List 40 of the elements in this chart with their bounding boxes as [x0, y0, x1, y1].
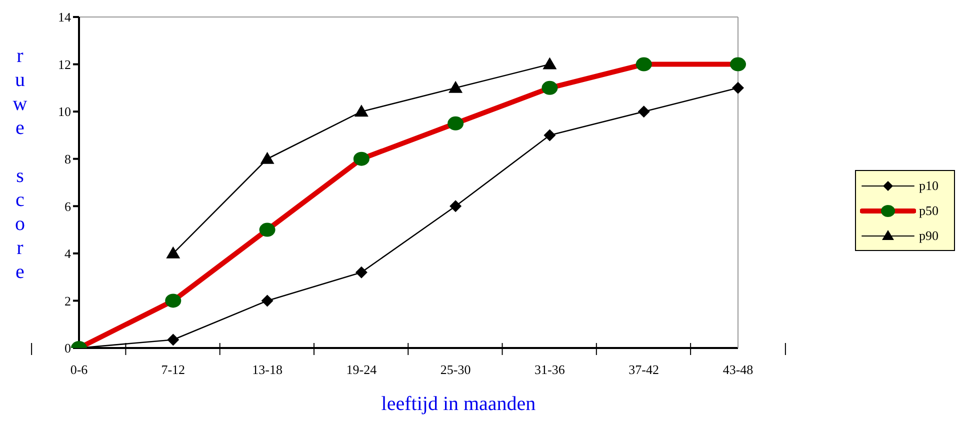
legend-label: p10	[919, 178, 938, 194]
y-tick-label: 2	[64, 293, 71, 308]
point	[542, 80, 558, 95]
point	[260, 152, 274, 164]
y-tick-label: 10	[58, 104, 71, 120]
x-axis-title: leeftijd in maanden	[380, 393, 537, 416]
y-tick-label: 12	[58, 56, 71, 72]
legend-label: p50	[919, 202, 938, 218]
x-tick-label: 7-12	[161, 362, 186, 377]
point	[165, 294, 182, 308]
point	[450, 200, 462, 212]
point	[544, 129, 556, 142]
point	[730, 57, 746, 72]
x-tick-label: 37-42	[628, 362, 660, 377]
y-tick-label: 6	[64, 198, 72, 214]
point	[636, 57, 652, 72]
x-tick-label: 0-6	[70, 362, 88, 377]
point	[166, 246, 180, 258]
point	[732, 82, 744, 94]
point	[259, 222, 276, 237]
point	[261, 294, 274, 307]
text: ruwe score	[12, 45, 28, 283]
point	[542, 57, 557, 70]
point	[448, 116, 464, 130]
point	[354, 104, 368, 117]
x-tick-label: 25-30	[440, 362, 471, 377]
y-tick-label: 4	[64, 246, 72, 262]
y-tick-label: 0	[64, 340, 71, 356]
point	[355, 266, 368, 278]
x-tick-label: 31-36	[534, 362, 566, 377]
point	[638, 106, 650, 118]
x-tick-label: 13-18	[252, 362, 282, 377]
point	[448, 80, 463, 93]
point	[353, 152, 370, 166]
x-tick-label: 43-48	[722, 362, 754, 377]
x-tick-label: 19-24	[346, 362, 378, 377]
point	[167, 334, 180, 346]
y-tick-label: 8	[64, 151, 71, 166]
legend-label: p90	[919, 228, 938, 244]
y-tick-label: 14	[58, 10, 72, 25]
